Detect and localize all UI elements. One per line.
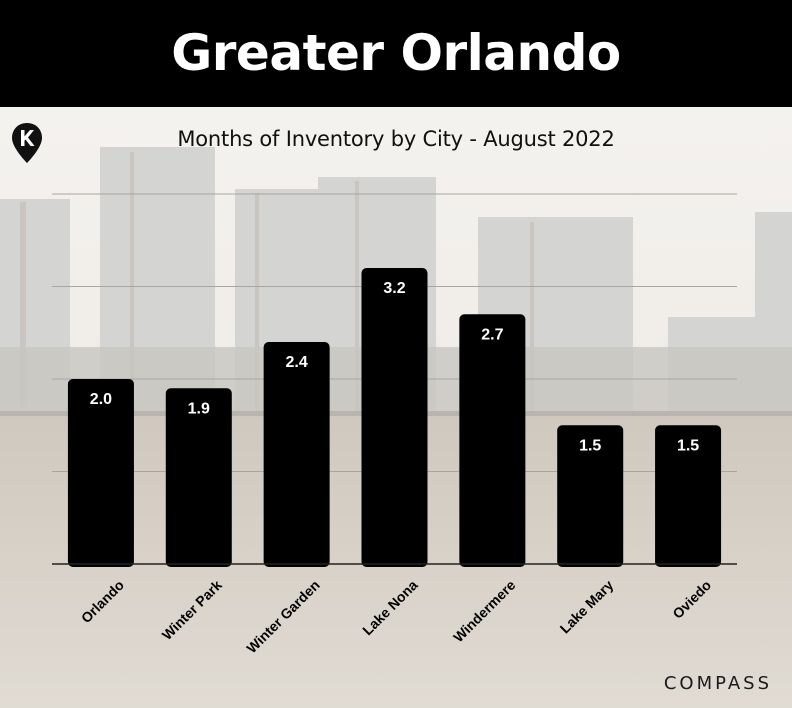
x-tick-label: Lake Mary bbox=[557, 577, 617, 637]
bar-value-label: 1.5 bbox=[677, 437, 699, 454]
bar-value-label: 2.7 bbox=[481, 326, 503, 343]
bar bbox=[263, 342, 330, 567]
x-tick-label: Oviedo bbox=[669, 577, 714, 622]
header-bar: Greater Orlando bbox=[0, 0, 792, 107]
bar bbox=[655, 425, 722, 567]
map-pin-k-logo-icon bbox=[12, 123, 42, 163]
chart-panel: Months of Inventory by City - August 202… bbox=[0, 107, 792, 708]
bar bbox=[459, 314, 526, 567]
x-tick-label: Orlando bbox=[78, 577, 127, 626]
bar-chart: 2.0 Orlando 1.9 Winter Park 2.4 Winter Garden… bbox=[52, 193, 737, 656]
compass-logo: COMPASS bbox=[663, 673, 772, 694]
chart-title: Months of Inventory by City - August 202… bbox=[177, 127, 615, 151]
x-tick-label: Winter Park bbox=[159, 577, 225, 643]
bar bbox=[557, 425, 624, 567]
bar bbox=[67, 379, 134, 567]
bar bbox=[361, 268, 428, 567]
bar-value-label: 3.2 bbox=[383, 280, 405, 297]
page-title: Greater Orlando bbox=[171, 23, 621, 82]
x-tick-label: Lake Nona bbox=[359, 577, 421, 639]
bar-value-label: 2.0 bbox=[90, 391, 112, 408]
x-tick-label: Winter Garden bbox=[243, 577, 322, 656]
bar-value-label: 2.4 bbox=[286, 354, 308, 371]
bar-value-label: 1.5 bbox=[579, 437, 601, 454]
x-tick-label: Windermere bbox=[450, 577, 519, 646]
bar bbox=[165, 388, 232, 567]
bar-value-label: 1.9 bbox=[188, 400, 210, 417]
